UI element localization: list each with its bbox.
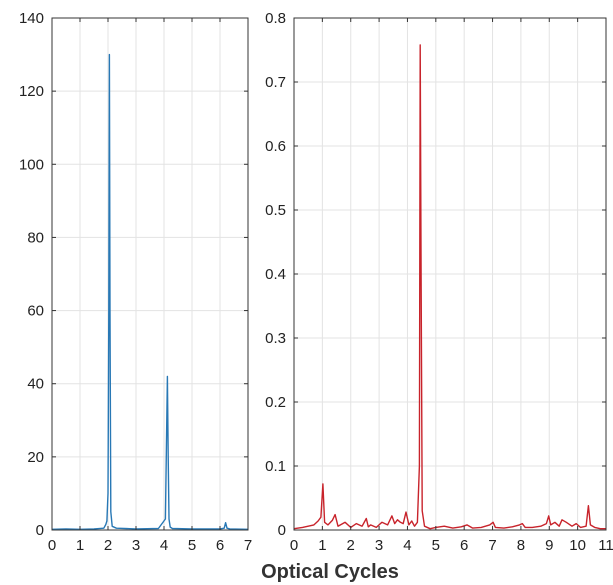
right-series-line: [293, 44, 606, 530]
right-x-tick-label: 4: [403, 537, 411, 554]
right-x-tick-label: 10: [569, 537, 586, 554]
left-x-tick-label: 1: [76, 537, 84, 554]
right-y-tick-label: 0.4: [265, 266, 286, 283]
left-plot-area: [52, 18, 248, 530]
right-y-tick-label: 0.1: [265, 458, 286, 475]
left-y-tick-label: 100: [19, 156, 44, 173]
left-y-tick-label: 0: [36, 522, 44, 539]
left-y-tick-label: 120: [19, 83, 44, 100]
right-y-tick-label: 0.3: [265, 330, 286, 347]
right-x-tick-label: 8: [517, 537, 525, 554]
right-x-tick-label: 1: [318, 537, 326, 554]
right-x-tick-label: 0: [290, 537, 298, 554]
right-y-tick-label: 0.5: [265, 202, 286, 219]
left-x-tick-label: 6: [216, 537, 224, 554]
left-panel: 0 1 2 3 4 5 6 7 0 20 40 60 80 100 120 140: [19, 10, 252, 554]
right-y-tick-label: 0.2: [265, 394, 286, 411]
left-x-tick-label: 2: [104, 537, 112, 554]
left-x-tick-label: 3: [132, 537, 140, 554]
right-x-tick-label: 11: [598, 537, 613, 554]
left-y-tick-label: 140: [19, 10, 44, 27]
left-x-tick-label: 5: [188, 537, 196, 554]
left-y-tick-label: 60: [27, 303, 44, 320]
x-axis-label: Optical Cycles: [261, 561, 399, 583]
right-y-tick-label: 0.6: [265, 138, 286, 155]
right-y-tick-label: 0: [278, 522, 286, 539]
left-y-tick-label: 40: [27, 376, 44, 393]
right-x-tick-label: 3: [375, 537, 383, 554]
left-x-tick-label: 4: [160, 537, 168, 554]
right-x-tick-label: 7: [488, 537, 496, 554]
left-y-tick-label: 80: [27, 229, 44, 246]
right-panel: 0 1 2 3 4 5 6 7 8 9 10 11 0 0.1 0.2 0.3 0.4 0.5 0.6 0.7 0.8: [265, 10, 613, 554]
right-x-tick-label: 5: [432, 537, 440, 554]
left-x-tick-label: 0: [48, 537, 56, 554]
right-x-tick-label: 6: [460, 537, 468, 554]
right-y-tick-label: 0.7: [265, 74, 286, 91]
left-x-tick-label: 7: [244, 537, 252, 554]
left-axes-box: [51, 17, 249, 531]
right-y-tick-label: 0.8: [265, 10, 286, 27]
right-x-tick-label: 2: [347, 537, 355, 554]
right-x-tick-label: 9: [545, 537, 553, 554]
left-y-tick-label: 20: [27, 449, 44, 466]
